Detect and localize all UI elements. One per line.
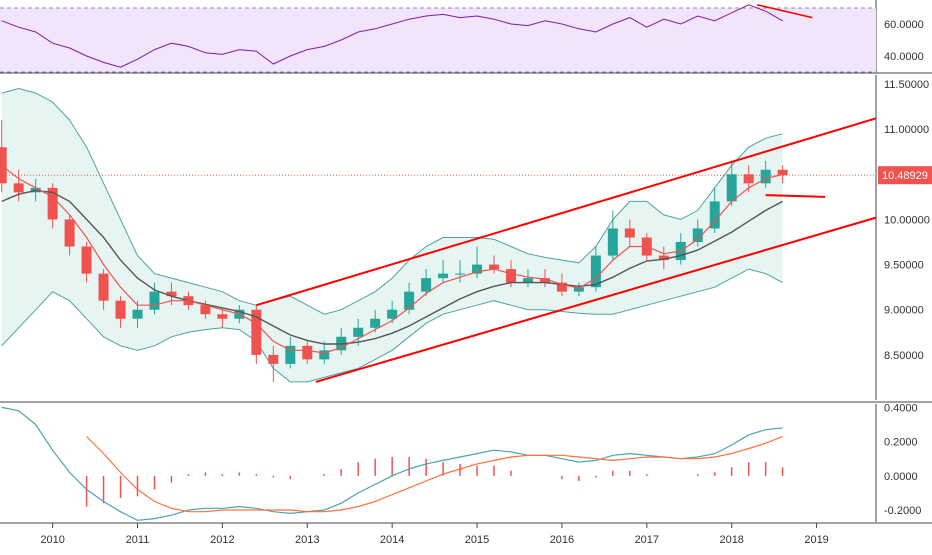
candle-body (387, 309, 398, 319)
ma-fast-line (1, 164, 783, 354)
rsi-panel: 40.0000 60.0000 (0, 0, 924, 73)
candle-body (98, 273, 109, 301)
price-tick-label: 8.50000 (884, 350, 924, 362)
x-tick-label: 2013 (295, 534, 319, 546)
x-tick-label: 2016 (550, 534, 574, 546)
candle-body (353, 327, 364, 337)
channel-lower-line (315, 216, 877, 383)
macd-line (1, 406, 783, 521)
signal-line (86, 435, 783, 513)
macd-tick-label: 0.4000 (884, 402, 918, 414)
candle-body (692, 228, 703, 243)
candle-body (217, 314, 228, 319)
candle-body (726, 174, 737, 202)
price-panel: 8.500009.000009.5000010.0000010.5000011.… (0, 75, 932, 400)
x-tick-label: 2011 (126, 534, 150, 546)
rsi-tick-label: 40.0000 (884, 51, 924, 63)
candle-body (607, 228, 618, 256)
macd-tick-label: 0.2000 (884, 437, 918, 449)
candle-body (624, 228, 635, 238)
last-price-badge (878, 166, 932, 185)
rsi-line (1, 4, 783, 68)
candle-body (64, 219, 75, 247)
candle-body (319, 350, 330, 360)
candle-body (251, 309, 262, 355)
bollinger-fill (1, 88, 783, 382)
candle-body (47, 187, 58, 220)
candle-body (522, 278, 533, 283)
candle-body (0, 147, 7, 184)
candle-body (590, 255, 601, 288)
bollinger-upper (1, 87, 783, 315)
candle-body (438, 273, 449, 279)
candle-body (268, 354, 279, 364)
x-tick-label: 2017 (635, 534, 659, 546)
candle-body (302, 345, 313, 360)
candle-body (472, 264, 483, 274)
last-price-label: 10.48929 (882, 170, 928, 182)
price-tick-label: 11.00000 (884, 124, 929, 136)
candle-body (777, 169, 788, 176)
candle-body (404, 291, 415, 310)
candle-body (13, 183, 24, 193)
x-tick-label: 2012 (210, 534, 234, 546)
x-tick-label: 2019 (804, 534, 828, 546)
price-tick-label: 9.50000 (884, 260, 924, 272)
macd-panel: -0.2000 0.0000 0.2000 0.4000 (1, 402, 921, 522)
candle-body (658, 255, 669, 261)
rsi-tick-label: 60.0000 (884, 19, 924, 31)
ma-slow-line (1, 189, 783, 345)
candle-body (539, 278, 550, 283)
resistance-line (765, 194, 826, 198)
bollinger-lower (1, 268, 783, 383)
candle-body (285, 345, 296, 364)
x-tick-label: 2014 (380, 534, 404, 546)
price-tick-label: 11.50000 (884, 79, 929, 91)
candle-body (556, 282, 567, 292)
candle-body (115, 300, 126, 319)
x-axis: 2010 2011 2012 2013 2014 2015 2016 2017 2018 2019 (40, 523, 829, 546)
macd-tick-label: -0.2000 (884, 505, 921, 517)
price-tick-label: 9.00000 (884, 305, 924, 317)
candle-body (455, 273, 466, 275)
candle-body (421, 278, 432, 292)
candle-body (81, 246, 92, 274)
rsi-band (0, 8, 876, 72)
rsi-trendline (756, 4, 813, 19)
channel-upper-line (256, 117, 877, 307)
candle-body (166, 291, 177, 297)
candle-body (489, 264, 500, 270)
candle-body (760, 169, 771, 184)
x-tick-label: 2018 (719, 534, 743, 546)
candle-body (573, 287, 584, 292)
candle-body (149, 291, 160, 310)
candle-body (506, 269, 516, 283)
candle-body (200, 305, 211, 315)
candle-body (370, 318, 381, 328)
candle-body (709, 201, 720, 229)
x-tick-label: 2015 (465, 534, 489, 546)
candle-body (743, 174, 754, 184)
macd-tick-label: 0.0000 (884, 471, 918, 483)
candle-body (132, 309, 143, 319)
price-tick-label: 10.00000 (884, 214, 930, 226)
x-tick-label: 2010 (40, 534, 64, 546)
